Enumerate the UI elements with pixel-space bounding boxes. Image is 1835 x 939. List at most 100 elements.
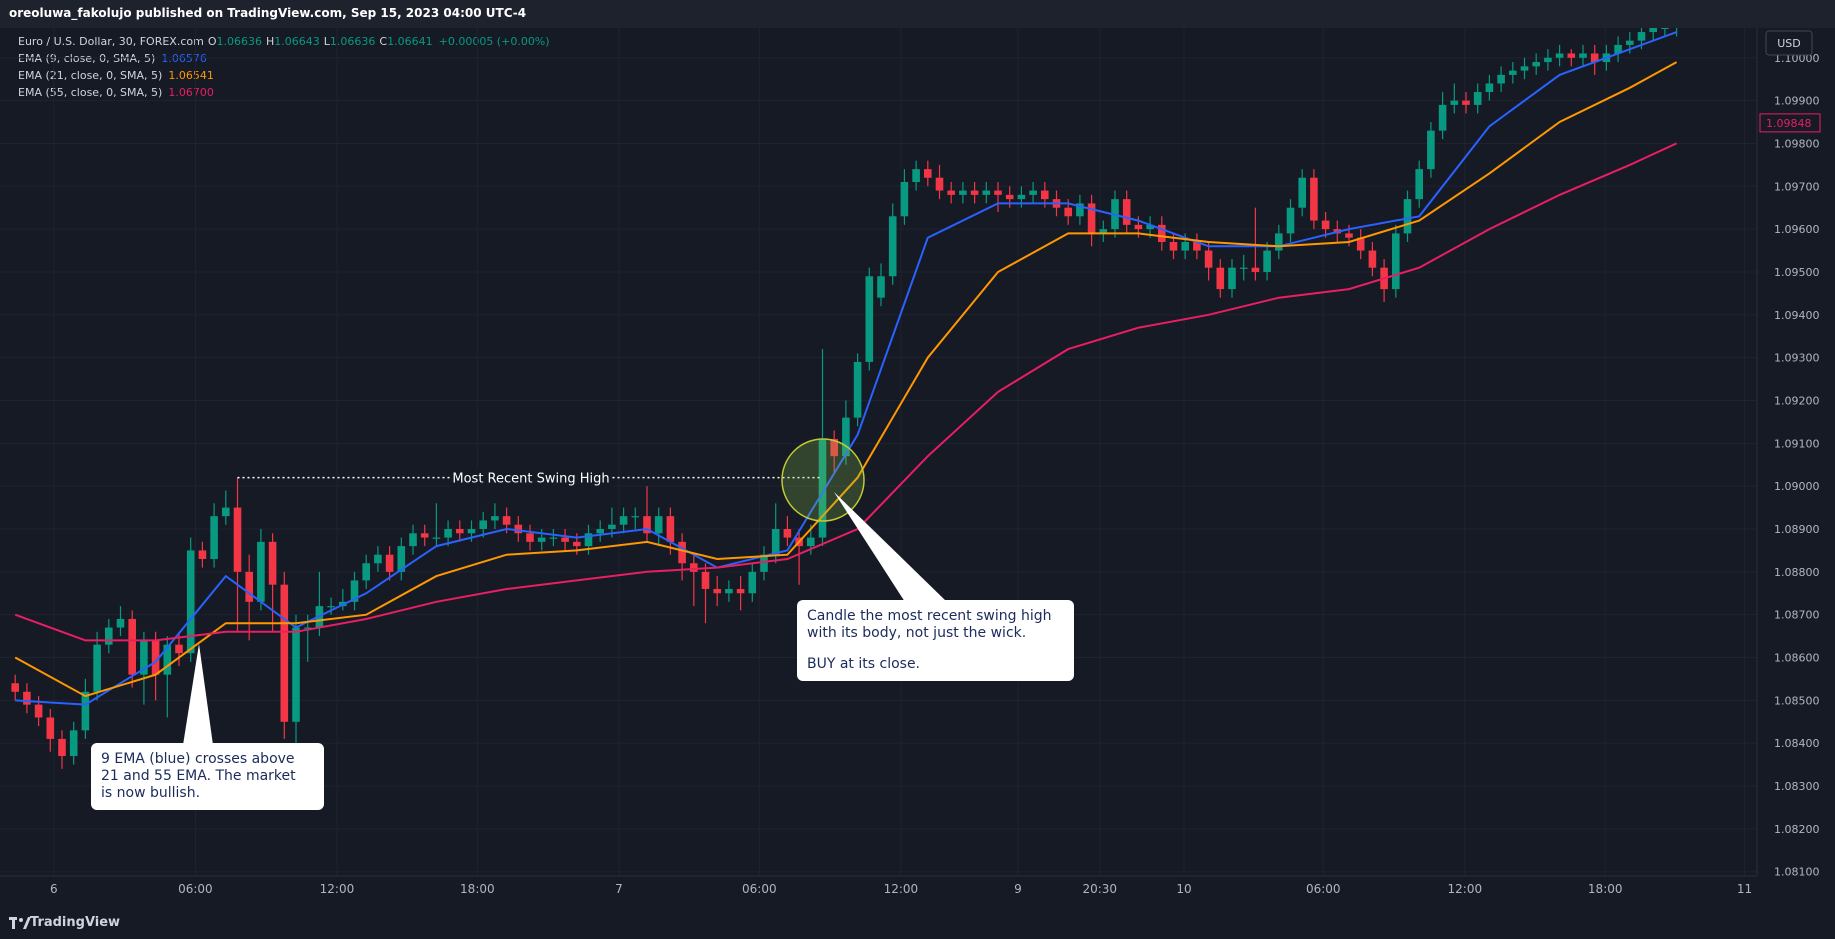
currency-label: USD — [1777, 37, 1801, 50]
y-tick-label: 1.08200 — [1774, 823, 1820, 836]
candle-body — [23, 691, 31, 705]
candle-body — [608, 524, 616, 530]
candle-body — [842, 417, 850, 457]
candle-body — [935, 177, 944, 191]
candle-body — [1520, 66, 1529, 71]
x-tick-label: 7 — [615, 882, 623, 896]
candle-body — [748, 571, 757, 594]
candle-body — [81, 691, 90, 731]
candle-body — [1590, 53, 1599, 63]
candle-body — [362, 563, 370, 581]
candle-body — [1438, 104, 1447, 131]
candle-body — [818, 439, 827, 538]
ohlc-key: O — [207, 35, 217, 48]
currency-box — [1765, 30, 1813, 56]
candle-body — [994, 190, 1002, 195]
y-tick-label: 1.09500 — [1774, 266, 1820, 279]
ohlc-value: 1.06636 — [216, 35, 263, 48]
highlight-circle — [781, 438, 865, 522]
y-tick-label: 1.09000 — [1774, 480, 1820, 493]
ohlc-value: 1.06636 — [329, 35, 376, 48]
candle-body — [783, 529, 792, 538]
candle-body — [128, 618, 136, 675]
candle-body — [1532, 62, 1540, 67]
y-tick-label: 1.09100 — [1774, 437, 1820, 450]
price-label: 1.09848 — [1766, 117, 1812, 130]
candle-body — [420, 533, 429, 538]
candle-body — [210, 516, 218, 559]
x-tick-label: 18:00 — [460, 882, 495, 896]
candle-body — [1626, 40, 1634, 45]
candle-body — [549, 537, 558, 539]
candle-body — [432, 537, 441, 539]
y-tick-label: 1.08300 — [1774, 780, 1820, 793]
candle-body — [1216, 267, 1225, 290]
callout-box — [797, 600, 1074, 681]
candle-body — [807, 537, 815, 547]
candle-body — [1392, 233, 1400, 290]
x-tick-label: 12:00 — [1448, 882, 1483, 896]
candle-body — [982, 190, 991, 195]
candle-body — [105, 627, 113, 645]
y-tick-label: 1.09700 — [1774, 180, 1820, 193]
candle-body — [1204, 250, 1213, 268]
candle-body — [140, 640, 148, 675]
candle-body — [1462, 100, 1470, 105]
candle-body — [1146, 224, 1154, 230]
candle-body — [198, 550, 207, 559]
candle-body — [1544, 57, 1552, 63]
ohlc-key: C — [379, 35, 388, 48]
y-tick-label: 1.08500 — [1774, 694, 1820, 707]
candle-body — [163, 644, 172, 675]
ema-line — [14, 61, 1678, 698]
candle-body — [970, 190, 979, 195]
candle-body — [1614, 44, 1622, 54]
candle-body — [444, 529, 452, 538]
candle-body — [69, 730, 78, 757]
brand: TradingView — [30, 915, 121, 930]
logo — [9, 917, 31, 929]
candle-body — [1356, 237, 1365, 251]
candle-body — [1169, 241, 1178, 251]
candle-body — [268, 541, 277, 585]
candle-body — [409, 533, 417, 547]
candle-body — [233, 507, 242, 572]
callout-text: 9 EMA (blue) crosses above — [101, 751, 295, 767]
candle-body — [1579, 53, 1587, 58]
candle-body — [175, 644, 183, 654]
change: +0.00005 (+0.00%) — [438, 35, 550, 48]
ohlc-value: 1.06643 — [274, 35, 320, 48]
candle-body — [1368, 250, 1377, 268]
candle-body — [93, 644, 101, 692]
x-tick-label: 20:30 — [1082, 882, 1117, 896]
callout-pointer — [183, 644, 213, 745]
y-tick-label: 1.08400 — [1774, 737, 1820, 750]
candle-body — [900, 182, 909, 217]
candle-body — [502, 516, 511, 525]
candle-body — [1661, 28, 1669, 29]
candle-body — [151, 640, 160, 675]
candle-body — [1485, 83, 1494, 93]
callout-pointer — [834, 492, 947, 602]
candle-body — [666, 516, 675, 542]
candle-body — [1087, 203, 1096, 234]
ohlc-key: L — [323, 35, 330, 48]
candle-body — [1497, 74, 1505, 84]
y-tick-label: 1.09300 — [1774, 352, 1820, 365]
candle-body — [46, 717, 55, 739]
candle-body — [526, 533, 534, 542]
candle-body — [1450, 100, 1459, 105]
x-tick-label: 9 — [1014, 882, 1022, 896]
candle-body — [1263, 250, 1271, 272]
callout-text: is now bullish. — [101, 785, 200, 801]
candle-body — [186, 550, 195, 654]
candle-body — [385, 554, 394, 572]
legend: Euro / U.S. Dollar, 30, FOREX.com O1.0663… — [18, 33, 550, 101]
candle-body — [397, 546, 406, 572]
symbol: Euro / U.S. Dollar, 30, FOREX.com — [18, 35, 204, 48]
candle-body — [736, 588, 745, 594]
candle-body — [34, 704, 43, 718]
candle-body — [631, 516, 640, 518]
